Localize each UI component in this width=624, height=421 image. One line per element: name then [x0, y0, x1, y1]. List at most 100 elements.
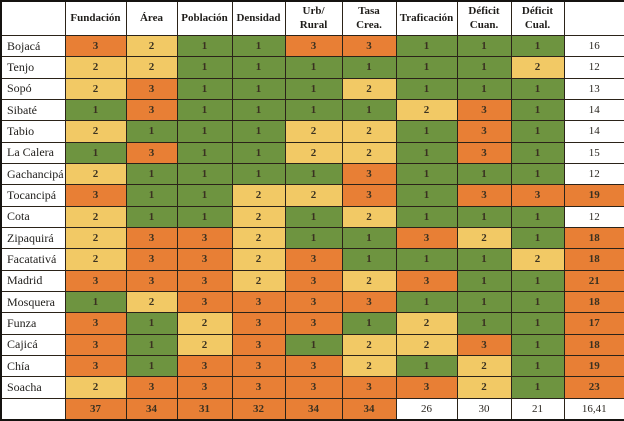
score-cell: 2	[341, 205, 397, 228]
score-cell: 1	[284, 162, 343, 186]
column-header: Fundación	[64, 0, 127, 36]
score-cell: 1	[284, 226, 343, 250]
table-row: Sopó 2 3 1 1 1 2 1 1 1 13	[0, 77, 624, 100]
score-cell: 2	[456, 226, 512, 250]
score-cell: 1	[395, 290, 458, 314]
score-cell: 1	[456, 290, 512, 314]
score-cell: 3	[456, 141, 512, 164]
table-row: Funza 3 1 2 3 3 1 2 1 1 17	[0, 312, 624, 335]
score-cell: 2	[395, 98, 458, 122]
score-cell: 3	[456, 98, 512, 122]
score-cell: 3	[395, 226, 458, 250]
row-total-cell: 15	[563, 141, 624, 164]
score-cell: 1	[64, 141, 127, 164]
totals-row: 37 34 31 32 34 34 26 30 21 16,41	[0, 397, 624, 421]
score-cell: 3	[125, 226, 178, 250]
score-cell: 3	[341, 162, 397, 186]
score-cell: 3	[395, 376, 458, 399]
column-total-cell: 34	[125, 397, 178, 421]
column-header-empty	[563, 0, 624, 36]
table-row: Zipaquirá 2 3 3 2 1 1 3 2 1 18	[0, 226, 624, 250]
row-total-cell: 14	[563, 98, 624, 122]
score-cell: 3	[395, 269, 458, 292]
score-cell: 3	[125, 141, 178, 164]
score-cell: 1	[125, 333, 178, 356]
score-cell: 1	[176, 141, 233, 164]
row-total-cell: 17	[563, 312, 624, 335]
table-row: Tenjo 2 2 1 1 1 1 1 1 2 12	[0, 56, 624, 79]
score-cell: 1	[395, 248, 458, 271]
score-cell: 1	[510, 77, 565, 100]
score-cell: 1	[456, 162, 512, 186]
score-cell: 2	[231, 248, 286, 271]
score-cell: 1	[510, 354, 565, 378]
score-cell: 3	[125, 77, 178, 100]
column-header: Área	[125, 0, 178, 36]
table-row: Facatativá 2 3 3 2 3 1 1 1 2 18	[0, 248, 624, 271]
score-cell: 3	[125, 269, 178, 292]
column-header-label: Cuan.	[469, 18, 499, 31]
score-cell: 3	[231, 354, 286, 378]
score-cell: 2	[284, 141, 343, 164]
score-cell: 3	[341, 34, 397, 58]
row-total-cell: 18	[563, 290, 624, 314]
score-cell: 1	[125, 205, 178, 228]
column-header: Densidad	[231, 0, 286, 36]
column-header-label: Traficación	[399, 11, 454, 24]
row-total-cell: 12	[563, 56, 624, 79]
score-cell: 3	[125, 98, 178, 122]
column-header-empty	[0, 0, 66, 36]
table-header: Fundación Área Población Densidad Urb/Rural T…	[0, 0, 624, 36]
score-cell: 3	[64, 312, 127, 335]
score-cell: 1	[395, 34, 458, 58]
column-total-cell: 21	[510, 397, 565, 421]
column-header-label: Urb/	[302, 4, 325, 17]
score-cell: 1	[231, 141, 286, 164]
score-cell: 2	[176, 333, 233, 356]
row-total-cell: 18	[563, 248, 624, 271]
score-cell: 2	[341, 354, 397, 378]
score-cell: 2	[231, 205, 286, 228]
score-cell: 1	[395, 120, 458, 143]
row-total-cell: 16	[563, 34, 624, 58]
score-cell: 1	[125, 184, 178, 207]
score-cell: 2	[284, 120, 343, 143]
score-cell: 2	[510, 56, 565, 79]
score-cell: 1	[176, 162, 233, 186]
score-cell: 3	[284, 290, 343, 314]
score-cell: 1	[125, 354, 178, 378]
score-cell: 1	[125, 312, 178, 335]
score-cell: 1	[395, 162, 458, 186]
score-cell: 1	[395, 141, 458, 164]
row-total-cell: 12	[563, 205, 624, 228]
score-cell: 1	[395, 56, 458, 79]
score-cell: 1	[284, 77, 343, 100]
row-total-cell: 19	[563, 354, 624, 378]
score-cell: 2	[341, 269, 397, 292]
score-cell: 1	[510, 290, 565, 314]
header-row: Fundación Área Población Densidad Urb/Rural T…	[0, 0, 624, 36]
score-cell: 1	[176, 205, 233, 228]
score-cell: 3	[176, 269, 233, 292]
score-cell: 2	[231, 226, 286, 250]
score-cell: 1	[341, 226, 397, 250]
row-label: Zipaquirá	[0, 226, 66, 250]
score-cell: 1	[510, 376, 565, 399]
score-cell: 3	[176, 354, 233, 378]
score-cell: 1	[510, 120, 565, 143]
score-cell: 1	[341, 312, 397, 335]
score-cell: 1	[510, 162, 565, 186]
table-body: Bojacá 3 2 1 1 3 3 1 1 1 16 Tenjo 2 2 1 1 1 1 1 1 2 12 Sopó 2 3 1…	[0, 34, 624, 421]
score-cell: 1	[231, 77, 286, 100]
score-cell: 1	[510, 333, 565, 356]
score-cell: 2	[341, 333, 397, 356]
row-total-cell: 23	[563, 376, 624, 399]
score-cell: 1	[341, 98, 397, 122]
column-header: Traficación	[395, 0, 458, 36]
table-row: Tocancipá 3 1 1 2 2 3 1 3 3 19	[0, 184, 624, 207]
score-cell: 2	[64, 226, 127, 250]
column-header: Tasa Crea.	[341, 0, 397, 36]
row-total-cell: 21	[563, 269, 624, 292]
score-cell: 1	[176, 56, 233, 79]
column-header-label: Déficit	[521, 4, 554, 17]
